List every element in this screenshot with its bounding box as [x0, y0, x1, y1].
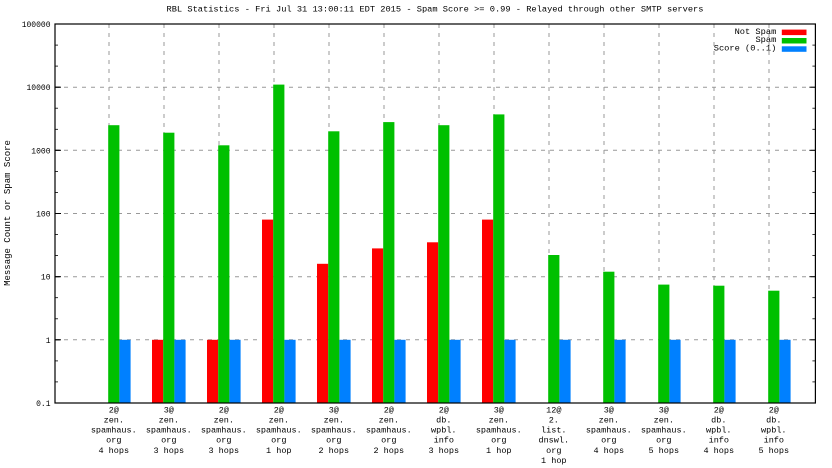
svg-text:3 hops: 3 hops — [208, 446, 239, 456]
svg-text:4 hops: 4 hops — [593, 446, 624, 456]
svg-text:100000: 100000 — [22, 21, 51, 30]
svg-text:org: org — [106, 436, 121, 446]
svg-text:zen.: zen. — [379, 416, 399, 426]
svg-text:10000: 10000 — [26, 84, 50, 93]
svg-text:0.1: 0.1 — [36, 400, 51, 409]
svg-text:spamhaus.: spamhaus. — [641, 426, 687, 436]
svg-text:zen.: zen. — [159, 416, 179, 426]
svg-text:wpbl.: wpbl. — [761, 426, 787, 436]
svg-text:db.: db. — [436, 416, 451, 426]
svg-text:org: org — [381, 436, 396, 446]
svg-text:1 hop: 1 hop — [266, 446, 292, 456]
svg-text:org: org — [491, 436, 506, 446]
svg-text:zen.: zen. — [104, 416, 124, 426]
svg-text:2.: 2. — [549, 416, 559, 426]
svg-text:org: org — [546, 446, 561, 456]
svg-text:3@: 3@ — [494, 405, 504, 415]
svg-text:org: org — [216, 436, 231, 446]
svg-text:100: 100 — [36, 211, 51, 220]
svg-text:3@: 3@ — [659, 405, 669, 415]
svg-text:2 hops: 2 hops — [318, 446, 349, 456]
svg-text:5 hops: 5 hops — [758, 446, 789, 456]
svg-text:spamhaus.: spamhaus. — [586, 426, 632, 436]
svg-text:db.: db. — [766, 416, 781, 426]
svg-text:spamhaus.: spamhaus. — [311, 426, 357, 436]
svg-text:info: info — [434, 436, 454, 446]
svg-text:spamhaus.: spamhaus. — [201, 426, 247, 436]
svg-text:1 hop: 1 hop — [541, 456, 567, 466]
svg-text:db.: db. — [711, 416, 726, 426]
svg-text:1 hop: 1 hop — [486, 446, 512, 456]
svg-text:org: org — [656, 436, 671, 446]
svg-text:info: info — [709, 436, 729, 446]
svg-text:2@: 2@ — [769, 405, 779, 415]
svg-text:zen.: zen. — [599, 416, 619, 426]
svg-text:4 hops: 4 hops — [703, 446, 734, 456]
svg-text:spamhaus.: spamhaus. — [476, 426, 522, 436]
svg-text:spamhaus.: spamhaus. — [91, 426, 137, 436]
svg-text:2@: 2@ — [274, 405, 284, 415]
svg-text:4 hops: 4 hops — [98, 446, 129, 456]
svg-text:2@: 2@ — [384, 405, 394, 415]
svg-text:RBL Statistics - Fri Jul 31 13: RBL Statistics - Fri Jul 31 13:00:11 EDT… — [167, 5, 704, 15]
svg-text:3 hops: 3 hops — [428, 446, 459, 456]
svg-text:zen.: zen. — [269, 416, 289, 426]
svg-text:wpbl.: wpbl. — [706, 426, 732, 436]
svg-text:2@: 2@ — [109, 405, 119, 415]
svg-text:Message Count or Spam Score: Message Count or Spam Score — [3, 140, 13, 286]
svg-text:1: 1 — [46, 337, 51, 346]
svg-text:info: info — [764, 436, 784, 446]
svg-text:3@: 3@ — [329, 405, 339, 415]
svg-text:Score (0..1): Score (0..1) — [714, 44, 777, 54]
svg-text:list.: list. — [541, 426, 567, 436]
svg-text:1000: 1000 — [31, 147, 50, 156]
svg-text:org: org — [271, 436, 286, 446]
svg-text:2@: 2@ — [219, 405, 229, 415]
svg-text:3@: 3@ — [604, 405, 614, 415]
svg-text:zen.: zen. — [654, 416, 674, 426]
svg-text:3@: 3@ — [164, 405, 174, 415]
svg-text:dnswl.: dnswl. — [538, 436, 569, 446]
svg-text:org: org — [161, 436, 176, 446]
svg-text:org: org — [601, 436, 616, 446]
svg-text:wpbl.: wpbl. — [431, 426, 457, 436]
svg-text:spamhaus.: spamhaus. — [366, 426, 412, 436]
svg-text:spamhaus.: spamhaus. — [146, 426, 192, 436]
svg-text:org: org — [326, 436, 341, 446]
svg-text:3 hops: 3 hops — [153, 446, 184, 456]
svg-text:5 hops: 5 hops — [648, 446, 679, 456]
svg-text:zen.: zen. — [324, 416, 344, 426]
svg-text:2 hops: 2 hops — [373, 446, 404, 456]
svg-text:2@: 2@ — [439, 405, 449, 415]
svg-text:2@: 2@ — [714, 405, 724, 415]
svg-text:spamhaus.: spamhaus. — [256, 426, 302, 436]
svg-text:12@: 12@ — [546, 405, 561, 415]
svg-text:10: 10 — [41, 274, 51, 283]
svg-text:zen.: zen. — [214, 416, 234, 426]
svg-text:zen.: zen. — [489, 416, 509, 426]
